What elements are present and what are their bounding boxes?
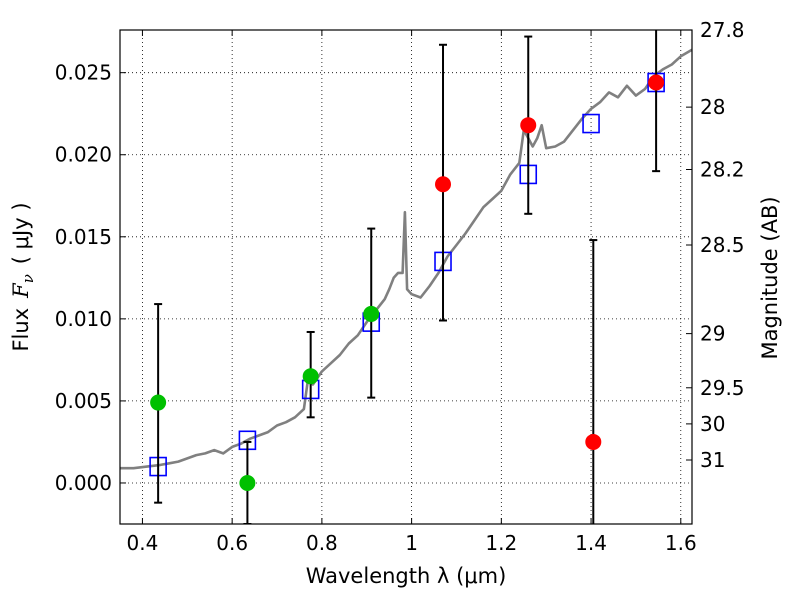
model-spectrum-line — [120, 48, 692, 470]
x-tick-label: 0.6 — [216, 531, 248, 555]
plot-area — [120, 30, 692, 524]
model-band-square — [582, 113, 600, 134]
y2-tick-label: 28.2 — [700, 158, 745, 182]
y-tick-label: 0.000 — [55, 471, 112, 495]
y-axis-title: Flux Fν ( μJy ) — [9, 202, 37, 351]
y-tick-label: 0.015 — [55, 225, 112, 249]
y2-tick-label: 31 — [700, 448, 725, 472]
data-point — [585, 433, 602, 450]
y-tick-label: 0.020 — [55, 143, 112, 167]
data-point — [363, 305, 380, 322]
data-point — [150, 394, 167, 411]
x-tick-label: 1.2 — [485, 531, 517, 555]
y2-tick-label: 29 — [700, 322, 725, 346]
x-tick-label: 0.8 — [306, 531, 338, 555]
data-point — [648, 74, 665, 91]
y-axis-title-unit: ( μJy ) — [9, 202, 33, 264]
x-tick-label: 1.4 — [575, 531, 607, 555]
y-axis-title-symbol: F — [9, 282, 33, 299]
y2-tick-label: 29.5 — [700, 376, 745, 400]
x-tick-label: 1 — [405, 531, 418, 555]
grid-lines — [120, 30, 692, 524]
y-axis-title-subscript: ν — [19, 274, 37, 283]
axis-ticks: 0.4 0.6 0.8 1 1.2 1.4 1.6 0.000 0.005 0.010 0.015 0… — [55, 18, 745, 555]
y2-tick-label: 28 — [700, 95, 725, 119]
plot-frame — [119, 29, 693, 525]
data-point — [435, 176, 452, 193]
y-axis-title-text: Flux — [9, 308, 33, 352]
y2-axis-title: Magnitude (AB) — [758, 196, 782, 359]
x-tick-label: 1.6 — [665, 531, 697, 555]
y2-tick-label: 28.5 — [700, 233, 745, 257]
data-point — [302, 368, 319, 385]
data-point — [239, 474, 256, 491]
x-axis-title: Wavelength λ (μm) — [306, 564, 507, 588]
x-tick-label: 0.4 — [127, 531, 159, 555]
y2-tick-label: 27.8 — [700, 18, 745, 42]
y-tick-label: 0.005 — [55, 389, 112, 413]
y2-tick-label: 30 — [700, 412, 725, 436]
y-tick-label: 0.010 — [55, 307, 112, 331]
y-tick-label: 0.025 — [55, 61, 112, 85]
data-point — [520, 117, 537, 134]
